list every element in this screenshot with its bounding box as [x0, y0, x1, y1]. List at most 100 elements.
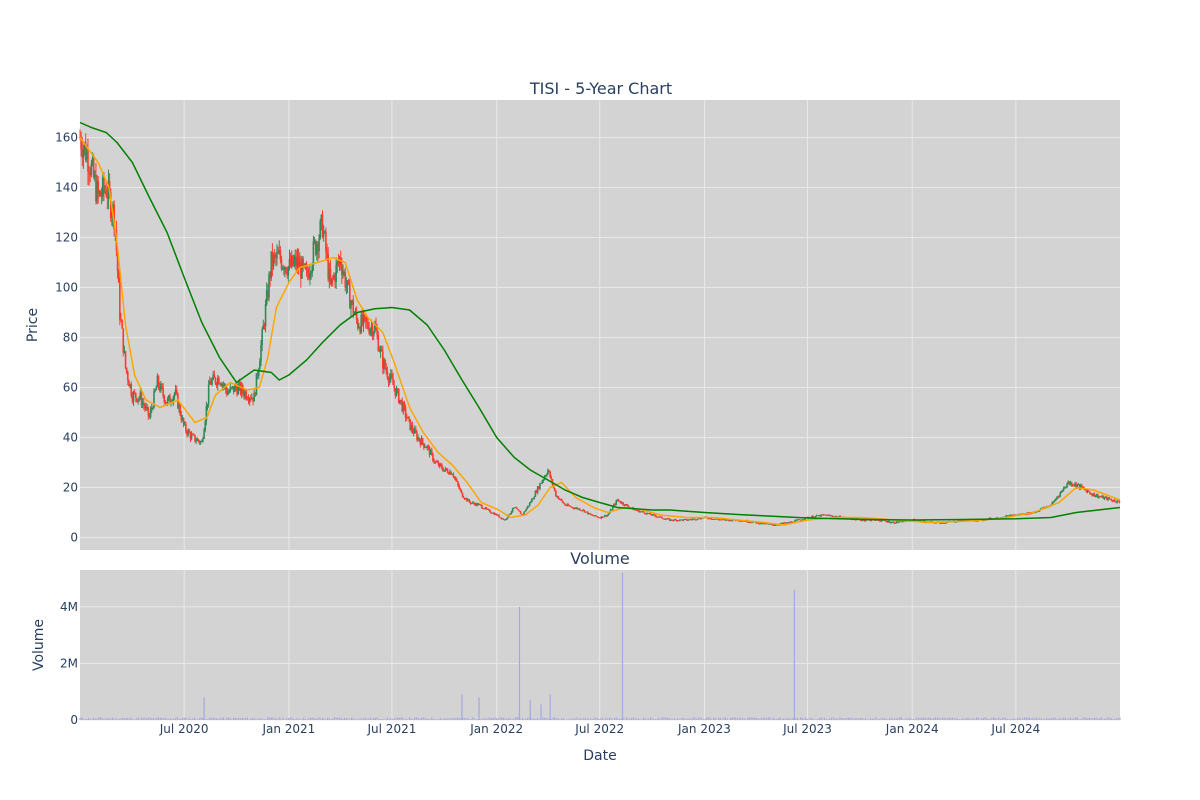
candle-body: [528, 502, 531, 506]
volume-bar: [745, 719, 747, 720]
candle-body: [598, 517, 600, 519]
candle-body: [486, 509, 489, 510]
volume-bar: [738, 717, 740, 720]
volume-bar: [468, 719, 470, 720]
volume-bar: [832, 717, 834, 720]
volume-bar: [489, 717, 491, 720]
volume-bar: [243, 718, 245, 720]
volume-bar: [774, 718, 776, 720]
candle-body: [212, 374, 215, 380]
volume-bar: [446, 718, 448, 720]
volume-bar: [724, 717, 727, 720]
volume-bar: [793, 589, 795, 720]
candle-body: [445, 468, 448, 471]
volume-bar: [347, 718, 349, 720]
candle-body: [766, 523, 769, 525]
candle-body: [372, 331, 375, 337]
volume-bar: [815, 719, 817, 720]
candle-body: [827, 514, 829, 516]
volume-bar: [882, 718, 884, 720]
candle-body: [196, 439, 199, 441]
candle-body: [107, 181, 110, 199]
volume-bar: [948, 717, 950, 720]
candle-body: [713, 518, 715, 520]
candle-body: [672, 520, 674, 522]
volume-bar: [178, 718, 180, 720]
volume-bar: [316, 718, 318, 720]
volume-bar: [210, 718, 213, 720]
candle-body: [863, 519, 866, 521]
volume-bar: [952, 717, 954, 720]
volume-bar: [386, 717, 388, 720]
candle-body: [707, 518, 710, 520]
candle-body: [771, 524, 773, 525]
candle-body: [1118, 501, 1121, 503]
volume-bar: [504, 718, 506, 720]
volume-bar: [555, 718, 558, 720]
volume-bar: [632, 717, 634, 720]
candle-body: [722, 519, 725, 521]
volume-bar: [427, 718, 429, 720]
volume-bar: [81, 717, 83, 720]
volume-bar: [578, 718, 580, 720]
candle-body: [944, 523, 947, 524]
candle-body: [129, 384, 131, 387]
candle-body: [738, 520, 740, 522]
volume-bar: [1035, 717, 1037, 720]
volume-bar: [946, 718, 949, 720]
volume-bar: [675, 719, 677, 720]
volume-bar: [91, 718, 93, 720]
candle-body: [451, 474, 454, 476]
volume-bar: [583, 717, 585, 720]
volume-bar: [924, 718, 926, 720]
volume-bar: [812, 718, 814, 720]
volume-bar: [251, 717, 254, 720]
volume-bar: [596, 717, 599, 720]
volume-bar: [777, 717, 780, 720]
volume-bar: [258, 718, 260, 720]
volume-bar: [1088, 717, 1090, 720]
volume-bar: [398, 717, 400, 720]
candle-body: [453, 476, 456, 478]
candle-body: [242, 385, 244, 393]
volume-bar: [193, 717, 196, 720]
candle-body: [816, 515, 819, 517]
candle-body: [747, 522, 750, 523]
candle-body: [301, 258, 303, 279]
candle-body: [82, 148, 85, 158]
candle-body: [384, 359, 386, 369]
volume-bar: [188, 717, 190, 720]
candle-body: [1060, 490, 1063, 493]
candle-body: [314, 240, 317, 255]
candle-body: [861, 520, 863, 522]
candle-body: [811, 516, 813, 518]
volume-bar: [378, 718, 380, 720]
candle-body: [289, 258, 292, 267]
candle-body: [123, 351, 126, 353]
candle-body: [517, 509, 520, 511]
candle-body: [238, 383, 241, 386]
candle-body: [226, 389, 228, 395]
volume-bar: [779, 717, 781, 720]
volume-bar: [825, 719, 827, 720]
volume-bar: [441, 719, 443, 720]
candle-body: [391, 373, 393, 379]
candle-body: [749, 522, 752, 523]
candle-body: [1011, 515, 1014, 516]
volume-bar: [648, 718, 650, 720]
volume-y-ticks: 0 2M 4M: [60, 600, 78, 727]
candle-body: [995, 517, 998, 519]
candle-body: [141, 402, 144, 405]
volume-bar: [653, 719, 655, 720]
volume-bar: [368, 718, 370, 720]
candle-body: [313, 240, 316, 242]
candle-body: [583, 509, 586, 513]
candle-body: [886, 521, 888, 523]
candle-body: [470, 503, 473, 504]
volume-bar: [1107, 717, 1109, 720]
candle-body: [828, 514, 830, 516]
volume-bar: [636, 718, 638, 720]
candle-body: [213, 374, 216, 378]
candle-body: [263, 325, 266, 327]
candle-body: [638, 510, 640, 513]
